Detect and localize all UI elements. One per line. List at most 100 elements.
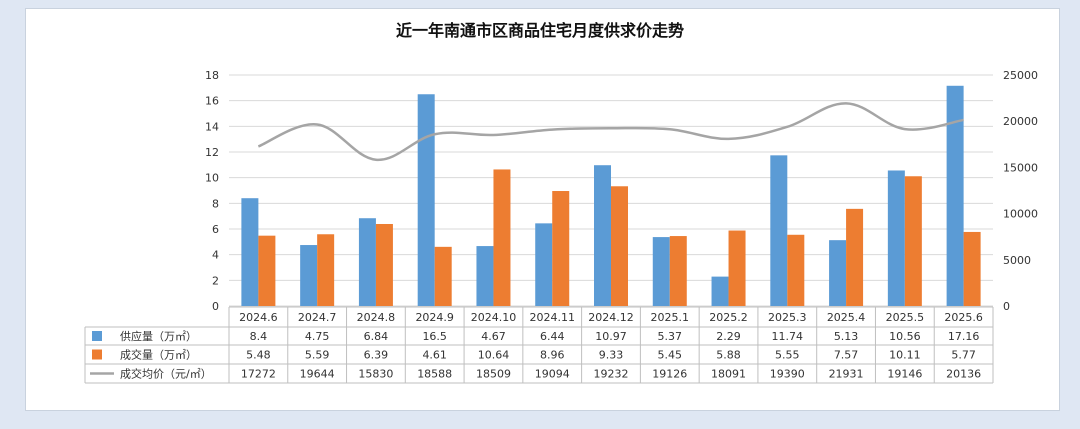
data-label: 16.5 [422,330,447,343]
legend-label: 成交量（万㎡） [120,348,197,362]
data-label: 19094 [535,368,570,381]
y-right-tick-label: 0 [1003,300,1010,313]
bar-supply [300,245,318,306]
data-label: 4.67 [481,330,506,343]
bar-deal [434,246,452,306]
data-label: 5.77 [951,349,976,362]
data-label: 18509 [476,368,511,381]
data-label: 11.74 [772,330,804,343]
y-left-tick-label: 16 [205,95,219,108]
y-right-tick-label: 25000 [1003,69,1038,82]
data-label: 9.33 [599,349,624,362]
data-label: 19146 [887,368,922,381]
bar-supply [946,85,964,306]
data-label: 8.96 [540,349,565,362]
data-label: 5.88 [716,349,741,362]
x-tick-label: 2025.4 [827,311,866,324]
legend-label: 供应量（万㎡） [120,329,197,343]
bar-deal [846,208,864,306]
bar-supply [358,218,376,306]
data-label: 18091 [711,368,746,381]
bar-supply [652,237,670,306]
bar-supply [711,276,729,306]
bar-supply [770,155,788,306]
bar-supply [594,165,611,306]
x-tick-label: 2025.5 [886,311,925,324]
x-tick-label: 2024.11 [529,311,575,324]
legend-label: 成交均价（元/㎡） [120,367,212,381]
bar-supply [829,240,847,306]
y-right-tick-label: 20000 [1003,115,1038,128]
data-label: 6.44 [540,330,565,343]
data-label: 5.37 [658,330,683,343]
data-label: 6.39 [364,349,389,362]
bar-supply [417,94,435,306]
bar-supply [887,170,905,306]
bar-supply [476,246,494,306]
y-left-tick-label: 6 [212,223,219,236]
x-tick-label: 2025.1 [651,311,690,324]
axes: 0 2 4 6 8 10 12 14 16 18 0 5000 10000 15000 20000 25000 [205,69,1038,313]
bar-deal [552,191,570,306]
legend-swatch-supply [92,331,102,341]
x-tick-label: 2024.9 [415,311,454,324]
data-label: 7.57 [834,349,859,362]
x-tick-label: 2025.3 [768,311,807,324]
data-label: 19232 [594,368,629,381]
bar-supply [535,223,553,306]
data-label: 5.48 [246,349,271,362]
y-left-tick-label: 4 [212,249,219,262]
x-tick-label: 2024.7 [298,311,337,324]
data-label: 5.59 [305,349,330,362]
x-tick-label: 2024.12 [588,311,634,324]
data-label: 18588 [417,368,452,381]
data-label: 10.64 [478,349,510,362]
data-label: 19390 [770,368,805,381]
data-label: 21931 [829,368,864,381]
data-label: 17272 [241,368,276,381]
bar-deal [375,223,393,306]
y-left-tick-label: 12 [205,146,219,159]
bar-deal [611,186,628,306]
data-label: 17.16 [948,330,980,343]
data-label: 4.61 [422,349,447,362]
data-table: 2024.6 2024.7 2024.8 2024.9 2024.10 2024.11 20… [84,306,994,384]
x-tick-label: 2024.6 [239,311,278,324]
price-line [257,102,964,161]
x-tick-label: 2024.10 [471,311,517,324]
x-tick-label: 2025.2 [709,311,748,324]
bar-deal [787,234,805,306]
bar-deal [493,169,511,306]
y-left-tick-label: 14 [205,120,219,133]
bar-deal [904,176,922,306]
y-right-tick-label: 5000 [1003,254,1031,267]
x-tick-label: 2025.6 [944,311,983,324]
data-label: 19644 [300,368,335,381]
bar-deal [963,231,981,306]
bar-supply [241,198,259,306]
data-label: 4.75 [305,330,330,343]
data-label: 10.56 [889,330,921,343]
data-label: 2.29 [716,330,741,343]
y-left-tick-label: 8 [212,197,219,210]
data-label: 20136 [946,368,981,381]
bar-deal [669,236,687,306]
data-label: 5.55 [775,349,800,362]
y-right-tick-label: 15000 [1003,161,1038,174]
y-left-tick-label: 10 [205,172,219,185]
data-label: 6.84 [364,330,389,343]
legend-swatch-deal [92,349,102,360]
data-label: 15830 [358,368,393,381]
y-right-tick-label: 10000 [1003,208,1038,221]
y-left-tick-label: 18 [205,69,219,82]
data-label: 8.4 [250,330,268,343]
data-label: 10.97 [595,330,627,343]
chart-title: 近一年南通市区商品住宅月度供求价走势 [395,21,684,40]
y-left-tick-label: 2 [212,274,219,287]
x-tick-label: 2024.8 [357,311,396,324]
line-price [257,102,964,161]
bar-deal [728,230,746,306]
data-label: 5.45 [658,349,683,362]
bar-deal [317,234,335,306]
